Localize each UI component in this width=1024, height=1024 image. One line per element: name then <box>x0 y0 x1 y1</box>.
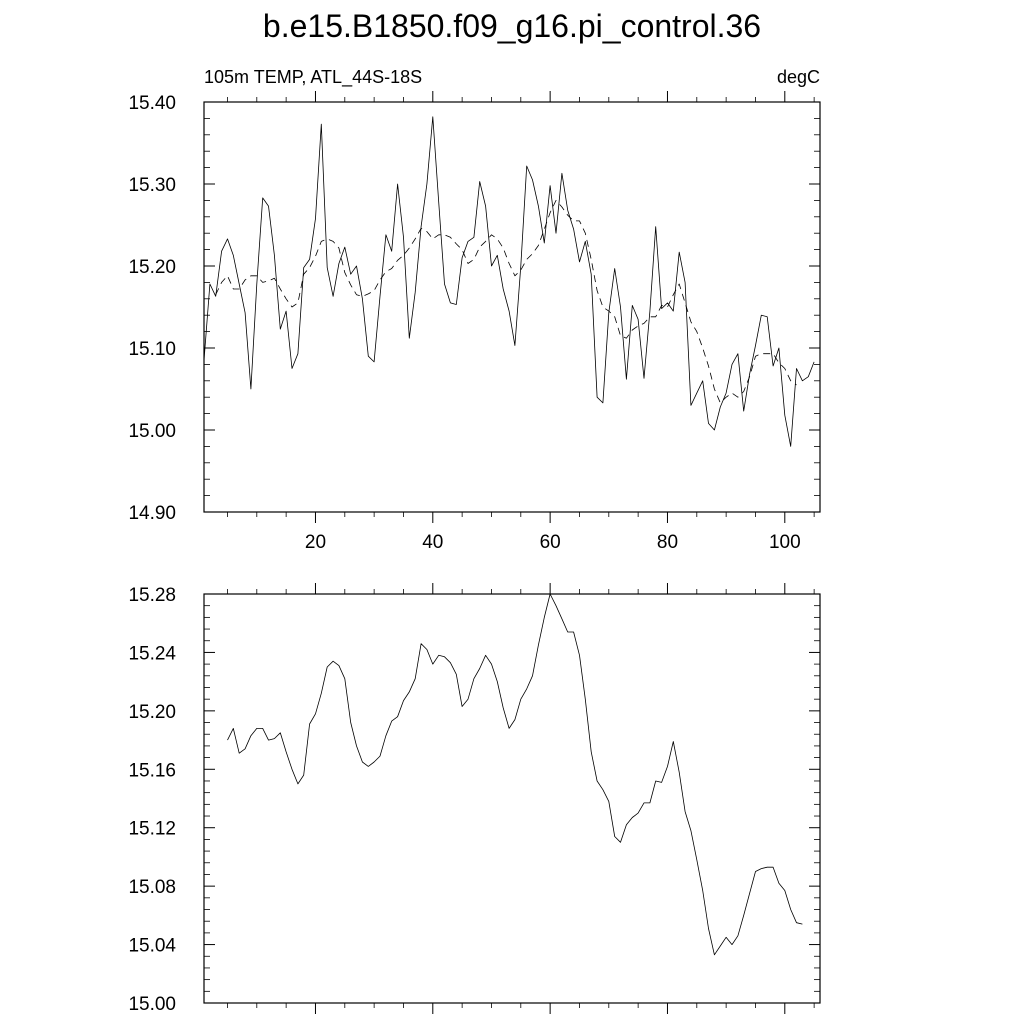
bottom-panel: 15.00 15.04 15.08 15.12 15.16 15.20 15.24 15.28 <box>128 583 821 1015</box>
bottom-y-tick-label: 15.00 <box>128 994 176 1015</box>
top-y-tick-label: 15.00 <box>128 421 176 442</box>
top-y-tick-label: 14.90 <box>128 503 176 524</box>
top-series-solid <box>203 116 815 447</box>
bottom-y-tick-label: 15.28 <box>128 585 176 606</box>
bottom-plot-frame <box>203 593 821 1004</box>
bottom-y-tick-label: 15.08 <box>128 877 176 898</box>
top-x-tick-label: 100 <box>769 532 801 553</box>
bottom-y-tick-label: 15.20 <box>128 702 176 723</box>
bottom-series-solid <box>227 593 803 956</box>
top-x-tick-label: 40 <box>422 532 443 553</box>
top-series-dashed <box>215 199 797 404</box>
top-panel: 20 40 60 80 100 14.90 15.00 15.10 15.20 15.30 15.4… <box>128 91 821 553</box>
top-x-tick-label: 20 <box>305 532 326 553</box>
top-panel-units-label: degC <box>777 67 820 87</box>
top-y-tick-label: 15.20 <box>128 257 176 278</box>
bottom-y-tick-label: 15.04 <box>128 936 176 957</box>
top-y-tick-label: 15.30 <box>128 175 176 196</box>
top-x-tick-label: 60 <box>540 532 561 553</box>
bottom-y-tick-label: 15.24 <box>128 643 176 664</box>
top-y-tick-label: 15.40 <box>128 93 176 114</box>
top-x-tick-label: 80 <box>657 532 678 553</box>
figure-title: b.e15.B1850.f09_g16.pi_control.36 <box>263 8 761 44</box>
top-y-tick-label: 15.10 <box>128 339 176 360</box>
top-panel-variable-label: 105m TEMP, ATL_44S-18S <box>204 67 422 88</box>
bottom-y-tick-label: 15.16 <box>128 760 176 781</box>
top-plot-frame <box>203 101 821 513</box>
bottom-y-tick-label: 15.12 <box>128 819 176 840</box>
